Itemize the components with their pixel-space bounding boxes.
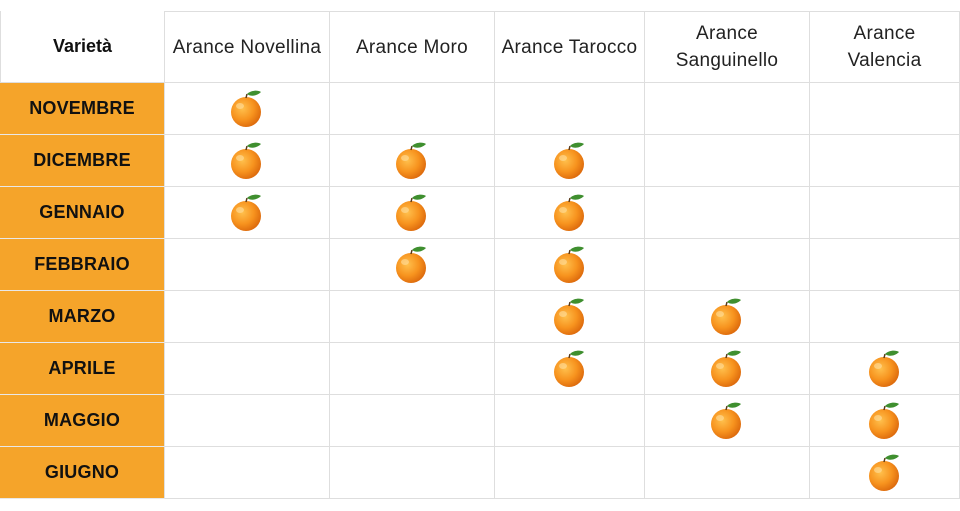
column-header-sanguinello: Arance Sanguinello xyxy=(645,11,810,83)
availability-cell xyxy=(495,291,645,343)
orange-fruit-icon xyxy=(231,90,261,127)
month-label: DICEMBRE xyxy=(0,135,165,187)
availability-cell xyxy=(810,187,960,239)
month-label: APRILE xyxy=(0,343,165,395)
orange-fruit-icon xyxy=(553,194,584,231)
orange-fruit-icon xyxy=(553,142,584,179)
availability-cell xyxy=(165,395,330,447)
column-header-tarocco: Arance Tarocco xyxy=(495,11,645,83)
availability-cell xyxy=(645,447,810,499)
availability-cell xyxy=(645,291,810,343)
orange-fruit-icon xyxy=(231,142,261,179)
availability-cell xyxy=(330,291,495,343)
orange-fruit-icon xyxy=(396,246,426,283)
availability-cell xyxy=(330,135,495,187)
availability-cell xyxy=(330,447,495,499)
availability-cell xyxy=(495,343,645,395)
orange-fruit-icon xyxy=(396,142,426,179)
availability-cell xyxy=(330,343,495,395)
availability-cell xyxy=(165,187,330,239)
availability-cell xyxy=(165,239,330,291)
orange-fruit-icon xyxy=(868,350,899,387)
availability-cell xyxy=(330,395,495,447)
month-label: NOVEMBRE xyxy=(0,83,165,135)
availability-cell xyxy=(495,447,645,499)
availability-cell xyxy=(810,135,960,187)
orange-fruit-icon xyxy=(711,350,741,387)
availability-cell xyxy=(330,239,495,291)
orange-fruit-icon xyxy=(396,194,426,231)
availability-cell xyxy=(810,447,960,499)
orange-fruit-icon xyxy=(868,402,899,439)
column-header-valencia: Arance Valencia xyxy=(810,11,960,83)
orange-fruit-icon xyxy=(553,298,584,335)
orange-fruit-icon xyxy=(231,194,261,231)
availability-cell xyxy=(810,291,960,343)
month-label: FEBBRAIO xyxy=(0,239,165,291)
column-header-novellina: Arance Novellina xyxy=(165,11,330,83)
availability-cell xyxy=(645,395,810,447)
orange-fruit-icon xyxy=(553,246,584,283)
orange-fruit-icon xyxy=(868,454,899,491)
orange-fruit-icon xyxy=(553,350,584,387)
availability-cell xyxy=(165,343,330,395)
month-label: MARZO xyxy=(0,291,165,343)
availability-cell xyxy=(165,291,330,343)
month-label: GIUGNO xyxy=(0,447,165,499)
availability-cell xyxy=(495,135,645,187)
availability-cell xyxy=(165,83,330,135)
availability-cell xyxy=(495,187,645,239)
availability-cell xyxy=(495,395,645,447)
availability-cell xyxy=(165,447,330,499)
availability-cell xyxy=(645,239,810,291)
corner-header: Varietà xyxy=(0,11,165,83)
availability-cell xyxy=(495,83,645,135)
availability-cell xyxy=(645,83,810,135)
availability-cell xyxy=(810,83,960,135)
availability-cell xyxy=(810,395,960,447)
availability-cell xyxy=(330,187,495,239)
availability-cell xyxy=(330,83,495,135)
month-label: GENNAIO xyxy=(0,187,165,239)
month-label: MAGGIO xyxy=(0,395,165,447)
availability-cell xyxy=(810,239,960,291)
orange-fruit-icon xyxy=(711,298,741,335)
availability-cell xyxy=(495,239,645,291)
availability-cell xyxy=(645,187,810,239)
availability-cell xyxy=(165,135,330,187)
availability-cell xyxy=(645,343,810,395)
availability-cell xyxy=(810,343,960,395)
orange-fruit-icon xyxy=(711,402,741,439)
column-header-moro: Arance Moro xyxy=(330,11,495,83)
availability-cell xyxy=(645,135,810,187)
availability-table: Varietà Arance Novellina Arance Moro Ara… xyxy=(0,11,960,499)
